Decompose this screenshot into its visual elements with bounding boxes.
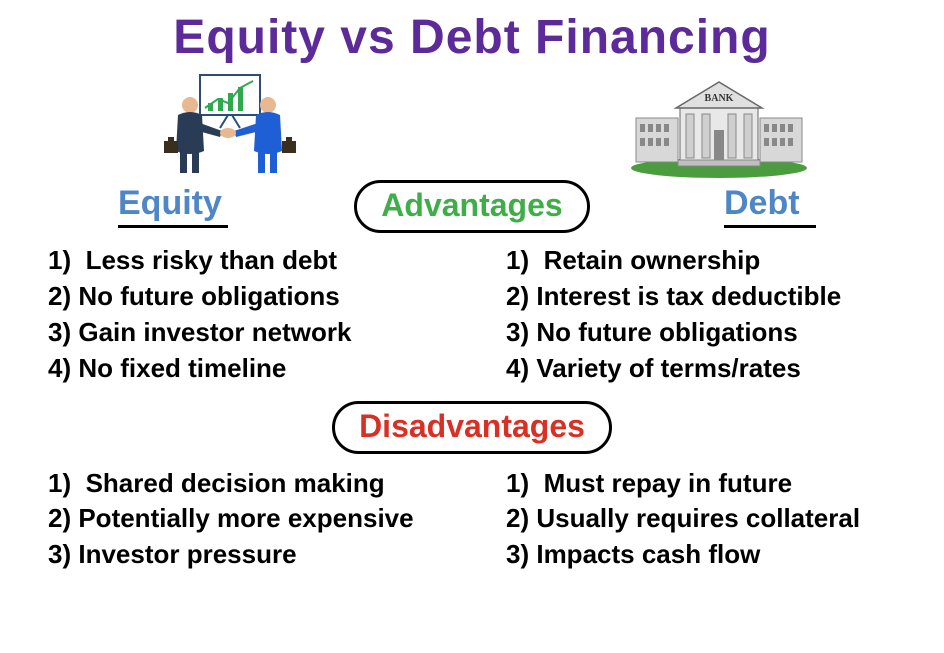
equity-icon-box bbox=[140, 73, 320, 183]
disadvantages-pill: Disadvantages bbox=[332, 401, 612, 454]
debt-label: Debt bbox=[724, 184, 816, 228]
disadvantages-row: 1) Shared decision making2) Potentially … bbox=[0, 454, 944, 574]
equity-advantage-item: 3) Gain investor network bbox=[48, 315, 446, 351]
page-title: Equity vs Debt Financing bbox=[0, 10, 944, 65]
debt-advantage-item: 2) Interest is tax deductible bbox=[506, 279, 904, 315]
equity-advantage-item: 4) No fixed timeline bbox=[48, 351, 446, 387]
equity-disadvantage-item: 2) Potentially more expensive bbox=[48, 501, 446, 537]
equity-disadvantage-item: 1) Shared decision making bbox=[48, 466, 446, 502]
bank-building-icon: BANK bbox=[624, 68, 814, 178]
svg-text:BANK: BANK bbox=[705, 93, 734, 104]
equity-label-text: Equity bbox=[118, 184, 222, 222]
debt-advantage-item: 4) Variety of terms/rates bbox=[506, 351, 904, 387]
debt-advantages-list: 1) Retain ownership2) Interest is tax de… bbox=[506, 243, 904, 387]
debt-disadvantages-list: 1) Must repay in future2) Usually requir… bbox=[506, 466, 904, 574]
equity-advantages-list: 1) Less risky than debt2) No future obli… bbox=[48, 243, 446, 387]
equity-label: Equity bbox=[118, 184, 228, 228]
debt-icon-box: BANK bbox=[624, 68, 804, 183]
debt-disadvantage-item: 2) Usually requires collateral bbox=[506, 501, 904, 537]
advantages-pill: Advantages bbox=[354, 180, 589, 233]
equity-advantage-item: 1) Less risky than debt bbox=[48, 243, 446, 279]
handshake-chart-icon bbox=[150, 73, 310, 178]
debt-underline bbox=[724, 225, 816, 228]
disadvantages-label-row: Disadvantages bbox=[0, 401, 944, 454]
debt-label-text: Debt bbox=[724, 184, 800, 222]
equity-disadvantages-list: 1) Shared decision making2) Potentially … bbox=[48, 466, 446, 574]
column-labels-row: Equity Advantages Debt bbox=[0, 177, 944, 235]
equity-underline bbox=[118, 225, 228, 228]
equity-disadvantage-item: 3) Investor pressure bbox=[48, 537, 446, 573]
equity-advantage-item: 2) No future obligations bbox=[48, 279, 446, 315]
advantages-row: 1) Less risky than debt2) No future obli… bbox=[0, 235, 944, 387]
debt-disadvantage-item: 3) Impacts cash flow bbox=[506, 537, 904, 573]
debt-disadvantage-item: 1) Must repay in future bbox=[506, 466, 904, 502]
debt-advantage-item: 1) Retain ownership bbox=[506, 243, 904, 279]
debt-advantage-item: 3) No future obligations bbox=[506, 315, 904, 351]
icons-row: BANK bbox=[0, 73, 944, 183]
